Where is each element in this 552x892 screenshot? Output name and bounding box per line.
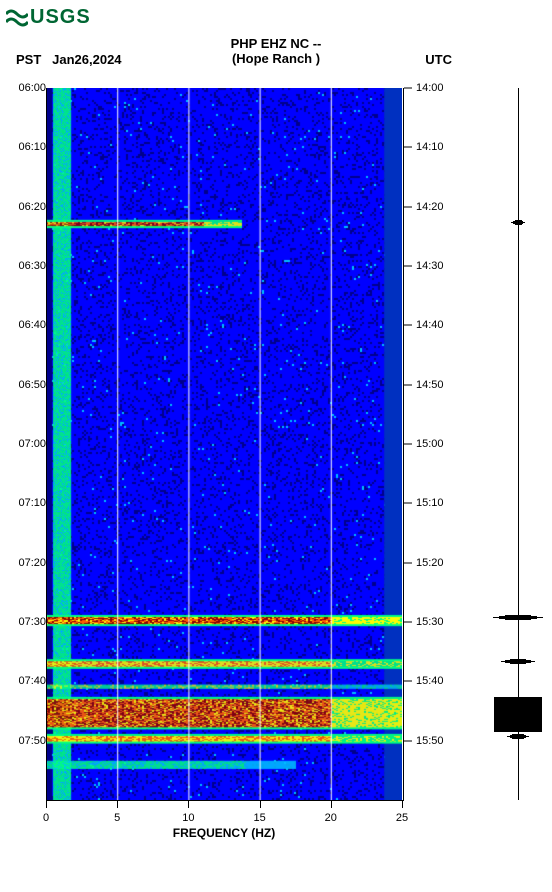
y-left-tick: 06:50 — [18, 379, 46, 391]
x-tick-label: 0 — [43, 812, 49, 824]
y-right-tick-line — [404, 88, 412, 89]
y-axis-left: 06:0006:1006:2006:3006:4006:5007:0007:10… — [2, 88, 46, 800]
wave-icon — [6, 8, 28, 28]
y-left-tick: 06:30 — [18, 260, 46, 272]
x-tick-line — [260, 800, 261, 808]
left-header: PST Jan26,2024 — [16, 52, 122, 67]
y-right-tick-line — [404, 147, 412, 148]
left-date: Jan26,2024 — [52, 52, 121, 67]
y-left-tick: 07:00 — [18, 438, 46, 450]
y-right-tick: 14:20 — [416, 201, 444, 213]
spectrogram-plot — [46, 88, 402, 800]
x-tick-label: 25 — [396, 812, 408, 824]
side-seismogram — [490, 88, 546, 800]
spectrogram-canvas — [46, 88, 402, 800]
right-tz: UTC — [425, 52, 452, 67]
y-right-tick-line — [404, 444, 412, 445]
y-left-tick: 07:40 — [18, 675, 46, 687]
x-tick-line — [402, 800, 403, 808]
x-tick-line — [188, 800, 189, 808]
y-right-tick: 15:10 — [416, 497, 444, 509]
y-left-tick: 06:00 — [18, 82, 46, 94]
y-right-tick-line — [404, 740, 412, 741]
logo-text: USGS — [30, 6, 91, 29]
y-right-tick: 15:00 — [416, 438, 444, 450]
y-right-tick: 14:10 — [416, 141, 444, 153]
y-right-tick: 14:30 — [416, 260, 444, 272]
y-right-tick-line — [404, 266, 412, 267]
y-right-tick: 15:50 — [416, 735, 444, 747]
x-tick-label: 5 — [114, 812, 120, 824]
left-tz: PST — [16, 52, 41, 67]
y-right-tick: 15:40 — [416, 675, 444, 687]
y-left-tick: 07:50 — [18, 735, 46, 747]
y-right-tick: 15:20 — [416, 557, 444, 569]
seismogram-spike — [512, 738, 523, 739]
y-left-tick: 07:10 — [18, 497, 46, 509]
seismogram-spike — [513, 221, 524, 222]
x-tick-line — [46, 800, 47, 808]
x-tick-label: 10 — [182, 812, 194, 824]
seismogram-spike — [510, 735, 527, 736]
station-code: PHP EHZ NC -- — [0, 36, 552, 51]
y-left-tick: 06:20 — [18, 201, 46, 213]
seismogram-spike — [505, 619, 530, 620]
usgs-logo: USGS — [6, 6, 91, 29]
y-left-tick: 07:30 — [18, 616, 46, 628]
y-right-tick-line — [404, 562, 412, 563]
x-tick-line — [331, 800, 332, 808]
y-left-tick: 06:10 — [18, 141, 46, 153]
x-tick-label: 15 — [253, 812, 265, 824]
y-right-tick-line — [404, 325, 412, 326]
x-tick-line — [117, 800, 118, 808]
seismogram-spike — [505, 660, 530, 661]
y-right-tick: 15:30 — [416, 616, 444, 628]
y-right-tick: 14:40 — [416, 319, 444, 331]
y-axis-right: 14:0014:1014:2014:3014:4014:5015:0015:10… — [404, 88, 448, 800]
y-left-tick: 06:40 — [18, 319, 46, 331]
y-right-tick: 14:00 — [416, 82, 444, 94]
seismogram-spike — [510, 663, 527, 664]
right-header: UTC — [425, 52, 452, 67]
y-right-tick: 14:50 — [416, 379, 444, 391]
seismogram-spike — [515, 224, 522, 225]
side-axis-line — [518, 88, 519, 800]
y-right-tick-line — [404, 681, 412, 682]
x-tick-label: 20 — [325, 812, 337, 824]
seismogram-burst — [494, 697, 542, 733]
y-right-tick-line — [404, 622, 412, 623]
x-axis-label: FREQUENCY (HZ) — [46, 826, 402, 840]
y-right-tick-line — [404, 384, 412, 385]
y-right-tick-line — [404, 206, 412, 207]
seismogram-spike — [499, 616, 537, 617]
y-left-tick: 07:20 — [18, 557, 46, 569]
x-axis: FREQUENCY (HZ) 0510152025 — [46, 800, 402, 840]
y-right-tick-line — [404, 503, 412, 504]
